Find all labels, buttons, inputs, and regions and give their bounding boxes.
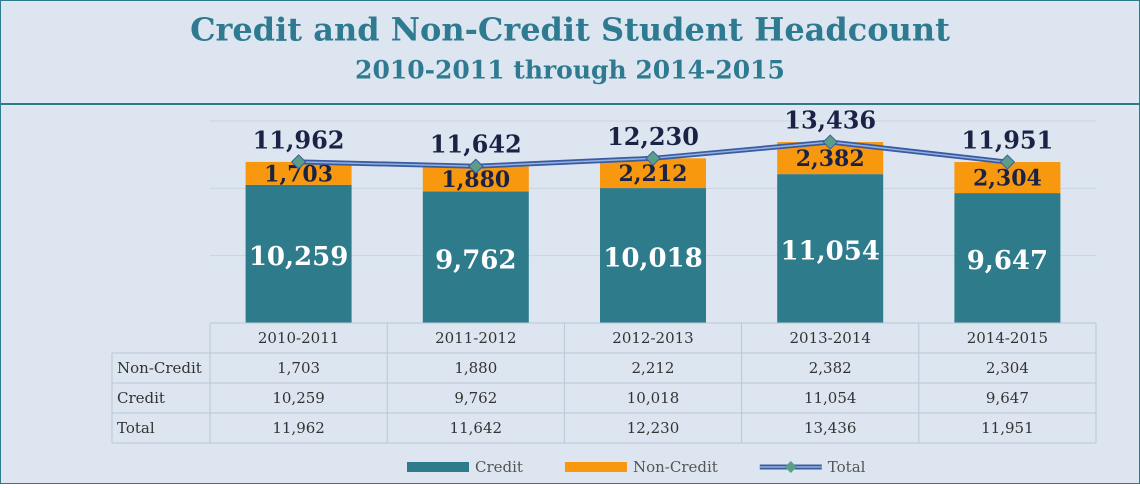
table-cell: 11,951 [981,419,1034,437]
table-cell: 11,054 [804,389,857,407]
x-tick-label: 2010-2011 [258,329,339,347]
data-label: 9,762 [435,245,516,275]
total-marker [645,150,661,167]
data-label: 10,018 [603,244,703,274]
table-cell: 12,230 [627,419,680,437]
legend-label: Credit [475,458,523,476]
legend-label: Total [828,458,866,476]
data-label: 11,951 [961,126,1053,155]
table-cell: 2,212 [632,359,675,377]
legend-swatch [564,462,627,472]
data-label: 2,382 [796,146,865,172]
legend-label: Non-Credit [633,458,718,476]
table-row-label: Total [117,419,155,437]
data-label: 12,230 [607,122,699,151]
total-marker [822,134,838,150]
total-marker [468,158,484,174]
legend-swatch [407,462,469,472]
legend-swatch [784,461,797,473]
x-tick-label: 2014-2015 [967,329,1048,347]
table-row-label: Non-Credit [117,359,202,377]
table-cell: 2,382 [809,359,852,377]
bar-segment [600,188,706,323]
bar-segment [245,184,352,323]
bar-segment [954,193,1061,323]
chart-title: Credit and Non-Credit Student Headcount [190,11,950,49]
table-cell: 9,647 [986,389,1029,407]
table-cell: 11,962 [272,419,325,437]
bar-segment [422,191,529,323]
bar-segment [245,161,352,185]
bar-segment [777,174,884,323]
table-row-label: Credit [117,389,165,407]
data-label: 13,436 [784,106,876,135]
total-marker [999,154,1016,170]
data-label: 11,962 [253,125,345,154]
data-label: 9,647 [967,246,1048,276]
x-tick-label: 2011-2012 [435,329,516,347]
chart-subtitle: 2010-2011 through 2014-2015 [355,56,785,85]
table-cell: 9,762 [454,389,497,407]
table-cell: 10,259 [272,389,325,407]
table-cell: 1,703 [277,359,320,377]
total-marker [290,154,307,170]
data-label: 11,642 [430,130,522,159]
table-cell: 10,018 [627,389,680,407]
table-cell: 13,436 [804,419,857,437]
x-tick-label: 2013-2014 [789,329,870,347]
table-cell: 1,880 [454,359,497,377]
data-label: 11,054 [780,237,880,267]
data-label: 2,304 [973,166,1042,192]
x-tick-label: 2012-2013 [612,329,693,347]
data-label: 10,259 [249,242,349,272]
table-cell: 11,642 [450,419,503,437]
table-cell: 2,304 [986,359,1029,377]
